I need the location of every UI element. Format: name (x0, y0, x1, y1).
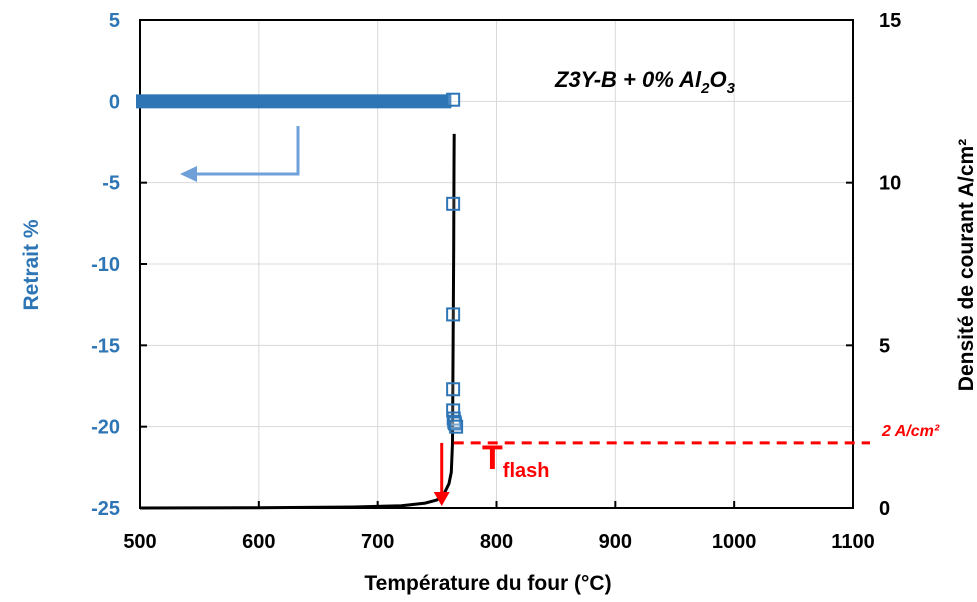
flash-annotation: Tflash 2 A/cm² (433, 423, 940, 506)
y-axis-title-right: Densité de courant A/cm² (955, 139, 977, 391)
shrinkage-marker (449, 419, 464, 434)
left-axis: 5 0 -5 -10 -15 -20 -25 (91, 10, 147, 520)
y-right-tick-label: 5 (879, 335, 890, 357)
x-axis: 500 600 700 800 900 1000 1100 (123, 501, 875, 553)
x-tick-label: 1100 (831, 531, 874, 553)
y-right-tick-label: 10 (879, 173, 901, 195)
left-axis-arrow (180, 126, 300, 182)
shrinkage-marker (446, 382, 461, 397)
x-tick-label: 700 (361, 531, 394, 553)
threshold-label: 2 A/cm² (881, 423, 940, 440)
x-tick-label: 800 (480, 531, 513, 553)
series-layer (136, 92, 464, 510)
y-left-tick-label: -25 (91, 498, 120, 520)
shrinkage-marker (446, 196, 461, 211)
shrinkage-marker (446, 307, 461, 322)
x-axis-title: Température du four (°C) (364, 572, 611, 595)
grid (139, 19, 854, 509)
shrinkage-band (136, 94, 452, 109)
flash-arrow-head (433, 492, 450, 506)
x-tick-label: 500 (123, 531, 156, 553)
x-tick-label: 1000 (712, 531, 757, 553)
x-tick-label: 600 (242, 531, 275, 553)
y-right-tick-label: 0 (879, 498, 890, 520)
tflash-label: Tflash (482, 439, 549, 482)
y-left-tick-label: 0 (109, 91, 120, 113)
y-left-tick-label: -15 (91, 335, 120, 357)
shrinkage-marker (446, 92, 461, 107)
y-left-tick-label: -20 (91, 417, 120, 439)
y-left-tick-label: -5 (102, 173, 120, 195)
y-axis-title-left: Retrait % (20, 219, 43, 310)
x-tick-label: 900 (599, 531, 632, 553)
right-axis: 15 10 5 0 (846, 10, 901, 520)
chart-annotation-title: Z3Y-B + 0% Al2O3 (554, 67, 736, 97)
y-left-tick-label: -10 (91, 254, 120, 276)
current-density-line (139, 133, 456, 510)
y-left-tick-label: 5 (109, 10, 120, 32)
y-right-tick-label: 15 (879, 10, 901, 32)
